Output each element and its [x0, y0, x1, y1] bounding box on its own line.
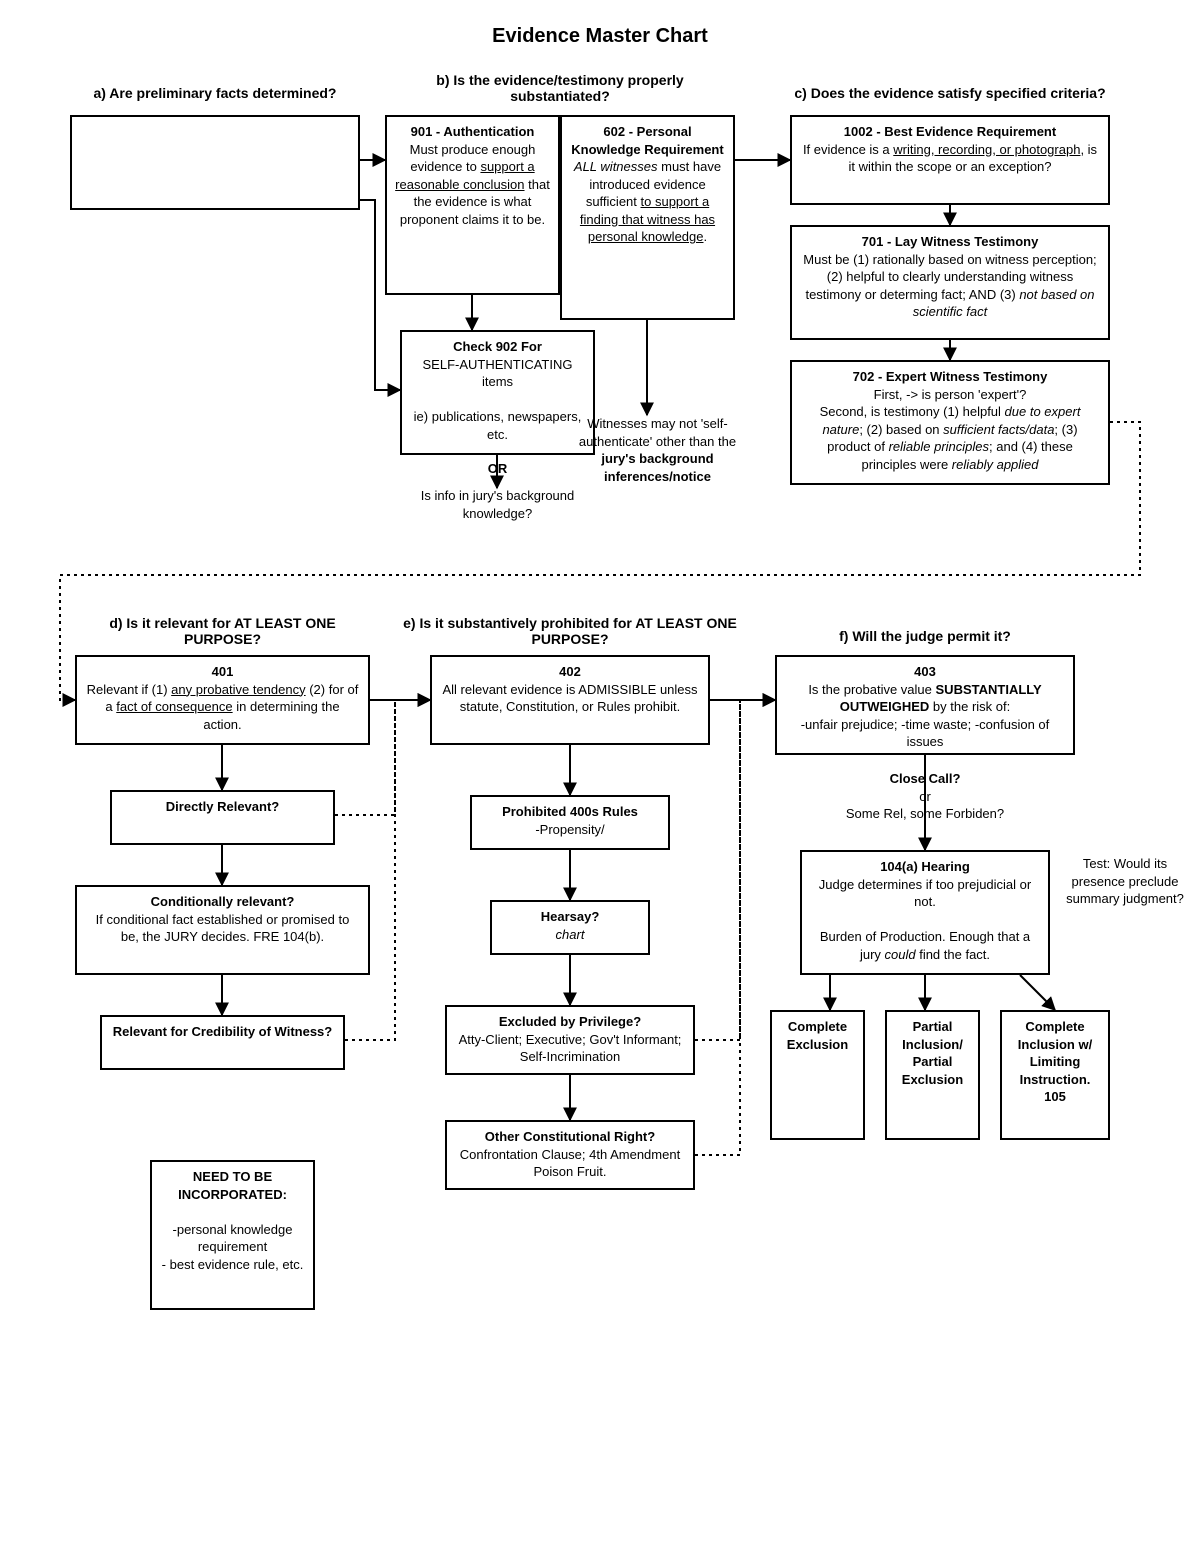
node-f1: 403Is the probative value SUBSTANTIALLY … — [775, 655, 1075, 755]
chart-title: Evidence Master Chart — [0, 25, 1200, 48]
node-e4: Excluded by Privilege?Atty-Client; Execu… — [445, 1005, 695, 1075]
edge — [345, 700, 430, 1040]
node-f5: Complete Inclusion w/ Limiting Instructi… — [1000, 1010, 1110, 1140]
node-e1: 402All relevant evidence is ADMISSIBLE u… — [430, 655, 710, 745]
node-b1: 901 - AuthenticationMust produce enough … — [385, 115, 560, 295]
node-a1 — [70, 115, 360, 210]
text-closecall: Close Call?orSome Rel, some Forbiden? — [800, 770, 1050, 823]
heading-e: e) Is it substantively prohibited for AT… — [400, 615, 740, 647]
node-e5: Other Constitutional Right?Confrontation… — [445, 1120, 695, 1190]
text-test: Test: Would its presence preclude summar… — [1065, 855, 1185, 908]
text-or: OR — [400, 460, 595, 478]
heading-a: a) Are preliminary facts determined? — [70, 85, 360, 101]
node-e3: Hearsay?chart — [490, 900, 650, 955]
node-c1: 1002 - Best Evidence RequirementIf evide… — [790, 115, 1110, 205]
node-b3: Check 902 ForSELF-AUTHENTICATING itemsie… — [400, 330, 595, 455]
text-wit_note: Witnesses may not 'self-authenticate' ot… — [570, 415, 745, 485]
heading-c: c) Does the evidence satisfy specified c… — [760, 85, 1140, 101]
node-note: NEED TO BE INCORPORATED:-personal knowle… — [150, 1160, 315, 1310]
node-b2: 602 - Personal Knowledge RequirementALL … — [560, 115, 735, 320]
text-jury_bg: Is info in jury's background knowledge? — [400, 487, 595, 522]
edge — [1020, 975, 1055, 1010]
node-f4: Partial Inclusion/ Partial Exclusion — [885, 1010, 980, 1140]
node-d4: Relevant for Credibility of Witness? — [100, 1015, 345, 1070]
flowchart-canvas: Evidence Master Chart a) Are preliminary… — [0, 0, 1200, 1553]
heading-d: d) Is it relevant for AT LEAST ONE PURPO… — [75, 615, 370, 647]
node-f2: 104(a) HearingJudge determines if too pr… — [800, 850, 1050, 975]
edge — [695, 700, 775, 1155]
node-c2: 701 - Lay Witness TestimonyMust be (1) r… — [790, 225, 1110, 340]
heading-f: f) Will the judge permit it? — [775, 628, 1075, 644]
node-d2: Directly Relevant? — [110, 790, 335, 845]
node-e2: Prohibited 400s Rules-Propensity/ — [470, 795, 670, 850]
edge — [695, 700, 775, 1040]
heading-b: b) Is the evidence/testimony properly su… — [385, 72, 735, 104]
node-f3: Complete Exclusion — [770, 1010, 865, 1140]
node-d1: 401Relevant if (1) any probative tendenc… — [75, 655, 370, 745]
node-c3: 702 - Expert Witness TestimonyFirst, -> … — [790, 360, 1110, 485]
node-d3: Conditionally relevant?If conditional fa… — [75, 885, 370, 975]
